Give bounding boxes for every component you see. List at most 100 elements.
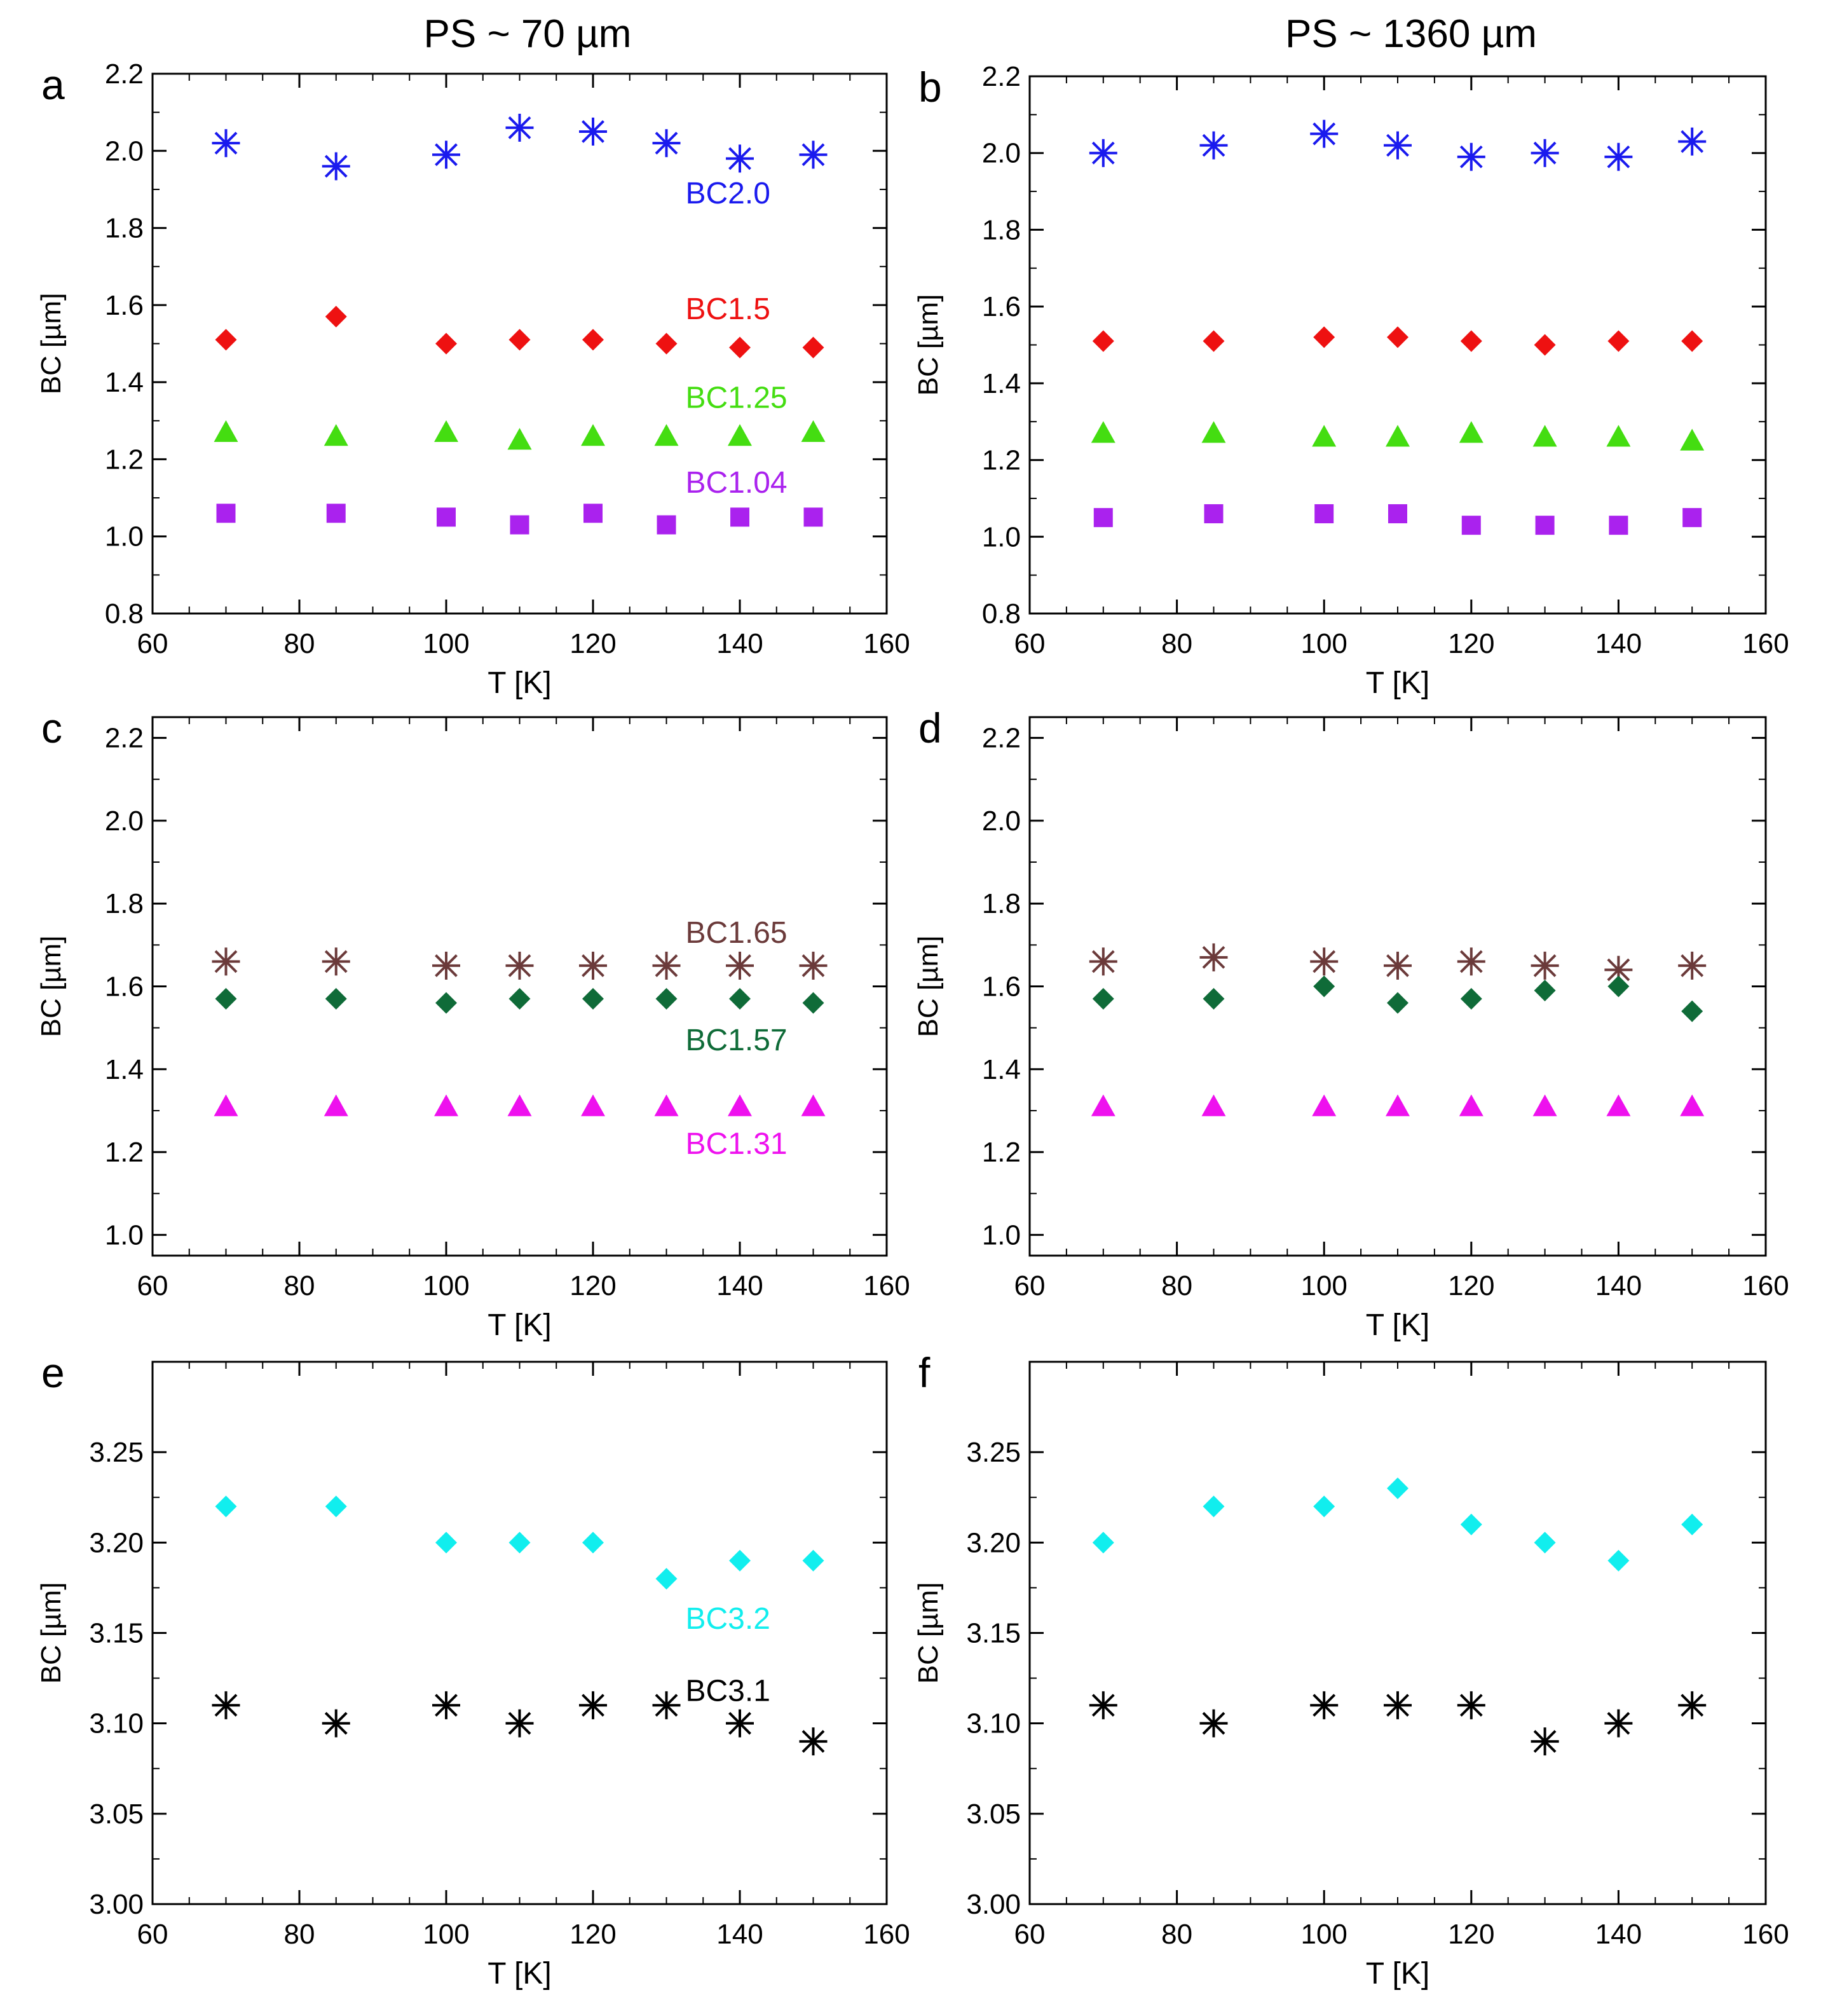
series-BC1.25 [214, 420, 826, 450]
data-point [728, 1094, 752, 1116]
data-point [582, 988, 604, 1010]
data-point [1682, 508, 1702, 528]
y-tick-label: 1.2 [105, 1137, 144, 1168]
y-axis-label: BC [µm] [913, 1582, 944, 1684]
y-tick-label: 3.05 [966, 1799, 1021, 1830]
data-point [325, 1495, 347, 1518]
data-point [1387, 992, 1408, 1014]
data-point [1531, 1727, 1559, 1756]
x-tick-label: 60 [137, 1270, 168, 1301]
data-point [1092, 1532, 1114, 1554]
data-point [1534, 1532, 1556, 1554]
y-tick-label: 2.0 [982, 138, 1021, 169]
series-BC3.2 [215, 1495, 824, 1590]
x-tick-label: 100 [1300, 1919, 1347, 1950]
x-tick-label: 120 [569, 1919, 616, 1950]
data-point [1461, 516, 1481, 535]
series-label: BC1.31 [686, 1127, 788, 1161]
data-point [432, 141, 460, 169]
plot-frame [1028, 716, 1767, 1257]
x-tick-label: 160 [863, 1270, 910, 1301]
y-tick-label: 2.2 [105, 58, 144, 90]
x-tick-label: 60 [137, 1919, 168, 1950]
plot-frame [151, 1361, 888, 1905]
plot-frame [151, 716, 888, 1257]
x-tick-label: 160 [863, 1919, 910, 1950]
data-point [801, 420, 826, 442]
data-point [215, 988, 237, 1010]
data-point [1387, 1478, 1408, 1500]
series-BC1.57 [1092, 975, 1703, 1022]
data-point [1606, 425, 1631, 447]
y-tick-label: 3.00 [89, 1889, 144, 1920]
series-BC1.31 [214, 1094, 826, 1116]
x-axis-label: T [K] [1366, 1308, 1429, 1342]
series-BC1.5 [215, 306, 824, 359]
data-point [508, 1532, 531, 1554]
x-tick-label: 120 [569, 628, 616, 659]
data-point [1607, 1549, 1630, 1572]
y-tick-label: 1.6 [982, 971, 1021, 1003]
y-tick-label: 3.20 [89, 1527, 144, 1558]
data-point [652, 1691, 681, 1720]
data-point [1089, 947, 1117, 976]
data-point [1388, 504, 1407, 524]
data-point [322, 1709, 350, 1738]
data-point [507, 1094, 532, 1116]
panel-e: e 60 80 100 120 140 160 3.00 3.05 3.10 3.15 3.20 3.2… [36, 1349, 910, 1991]
y-tick-label: 2.0 [982, 806, 1021, 837]
series-label: BC1.25 [686, 381, 788, 415]
y-tick-label: 1.2 [982, 445, 1021, 476]
y-tick-label: 1.8 [982, 888, 1021, 919]
data-point [1604, 142, 1633, 171]
series-BC3.2 [1092, 1478, 1703, 1572]
series-BC1.57 [215, 988, 824, 1014]
data-point [1092, 988, 1114, 1010]
series-BC1.04 [1093, 504, 1702, 535]
y-tick-label: 3.25 [89, 1437, 144, 1468]
data-point [1459, 1094, 1483, 1116]
x-tick-label: 120 [1448, 628, 1494, 659]
x-tick-label: 60 [1014, 1919, 1046, 1950]
data-point [729, 336, 751, 359]
data-point [582, 1532, 604, 1554]
data-point [730, 507, 749, 527]
x-axis-label: T [K] [1366, 1957, 1429, 1991]
series-label: BC3.2 [686, 1602, 770, 1636]
y-tick-label: 1.2 [982, 1137, 1021, 1168]
data-point [1535, 516, 1555, 535]
data-point [1681, 1000, 1703, 1022]
data-point [1093, 508, 1113, 528]
y-tick-label: 1.0 [105, 521, 144, 552]
y-tick-label: 3.00 [966, 1889, 1021, 1920]
y-tick-label: 1.4 [982, 1054, 1021, 1085]
y-tick-label: 1.6 [105, 971, 144, 1003]
data-point [729, 1549, 751, 1572]
data-point [216, 504, 236, 523]
y-tick-label: 1.4 [982, 368, 1021, 399]
data-point [799, 141, 828, 169]
data-point [1312, 1094, 1337, 1116]
panel-label: d [918, 704, 942, 751]
y-tick-label: 2.2 [982, 723, 1021, 754]
data-point [437, 507, 456, 527]
data-point [1313, 326, 1335, 348]
data-point [1604, 1709, 1633, 1738]
y-axis-label: BC [µm] [36, 1582, 67, 1684]
plot-frame [1028, 1361, 1767, 1905]
data-point [726, 951, 754, 980]
y-tick-label: 1.6 [105, 290, 144, 321]
x-axis-label: T [K] [488, 666, 551, 700]
data-point [1532, 425, 1557, 447]
y-tick-label: 1.4 [105, 1054, 144, 1085]
data-point [799, 951, 828, 980]
panel-d: d 60 80 100 120 140 160 1.0 1.2 1.4 1.6 1.8 2.0 2.2 T … [913, 704, 1789, 1342]
data-point [435, 992, 457, 1014]
data-point [1313, 1495, 1335, 1518]
series-label: BC1.57 [686, 1024, 788, 1057]
y-tick-label: 3.05 [89, 1799, 144, 1830]
series-label: BC1.65 [686, 916, 788, 950]
data-point [1606, 1094, 1631, 1116]
data-point [507, 428, 532, 450]
